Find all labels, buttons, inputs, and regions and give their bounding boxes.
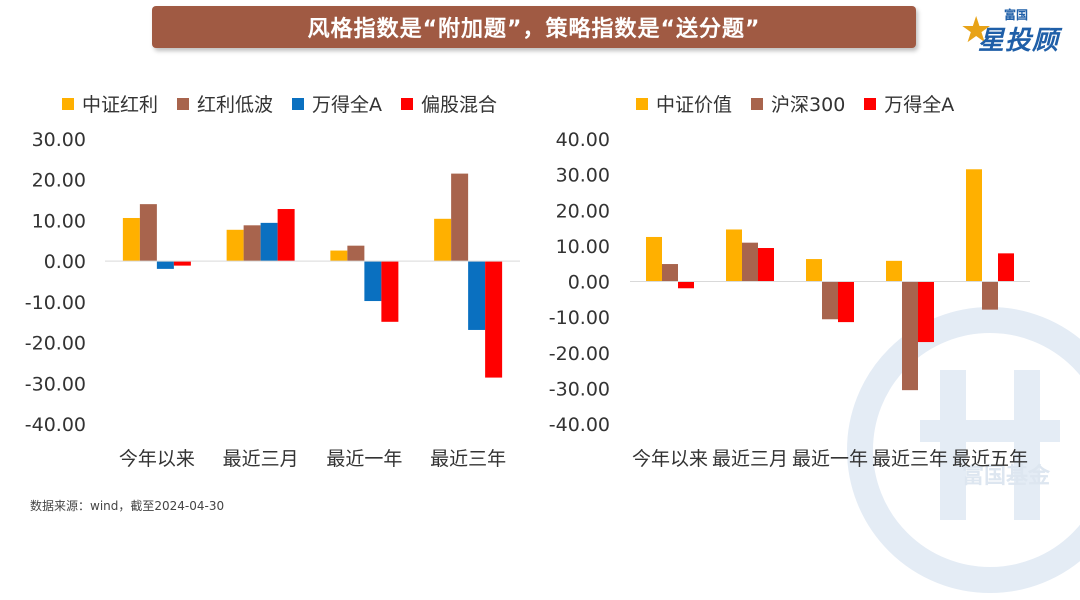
y-tick-label: -20.00	[549, 343, 610, 365]
bar	[122, 217, 140, 262]
bar	[838, 281, 854, 323]
bar	[806, 259, 822, 282]
logo-sub-text: 富国	[1004, 8, 1029, 22]
y-tick-label: 40.00	[556, 129, 610, 151]
y-tick-label: 20.00	[32, 170, 86, 192]
bar	[662, 264, 678, 282]
bar	[918, 281, 934, 343]
bar	[173, 261, 191, 266]
bar	[381, 261, 399, 322]
legend-label: 万得全A	[312, 94, 383, 116]
y-tick-label: -30.00	[549, 378, 610, 400]
legend-item: 偏股混合	[401, 90, 497, 117]
x-tick-label: 今年以来	[632, 448, 708, 470]
x-tick-label: 最近三月	[712, 448, 788, 470]
x-tick-label: 最近五年	[952, 448, 1028, 470]
legend-label: 红利低波	[197, 94, 274, 116]
page-title: 风格指数是“附加题”，策略指数是“送分题”	[307, 17, 761, 42]
bar	[156, 261, 174, 269]
y-tick-label: 10.00	[32, 210, 86, 232]
bar	[902, 281, 918, 391]
legend-item: 中证价值	[636, 90, 732, 117]
legend-swatch	[292, 97, 305, 110]
y-tick-label: 10.00	[556, 236, 610, 258]
legend-item: 万得全A	[864, 90, 954, 117]
y-tick-label: -40.00	[549, 414, 610, 436]
watermark-text: 富国基金	[962, 464, 1051, 489]
chart-1-legend: 中证红利 红利低波 万得全A 偏股混合	[62, 90, 516, 117]
bar	[364, 261, 382, 302]
x-tick-label: 最近一年	[792, 448, 868, 470]
legend-swatch	[401, 97, 414, 110]
y-tick-label: -10.00	[25, 292, 86, 314]
bar	[678, 281, 694, 289]
bar	[966, 169, 982, 282]
legend-item: 中证红利	[62, 90, 158, 117]
y-tick-label: 0.00	[568, 272, 610, 294]
legend-swatch	[62, 97, 74, 110]
bar	[347, 245, 365, 262]
y-tick-label: -40.00	[25, 414, 86, 436]
legend-label: 偏股混合	[421, 94, 498, 116]
legend-label: 中证红利	[82, 94, 159, 116]
bar	[468, 261, 486, 330]
legend-item: 沪深300	[751, 90, 845, 117]
y-tick-label: 30.00	[556, 165, 610, 187]
legend-label: 中证价值	[656, 94, 733, 116]
chart-1-returns: 30.00 20.00 10.00 0.00 -10.00 -20.00 -30.00 -40…	[25, 129, 520, 470]
legend-swatch	[636, 97, 648, 110]
y-tick-label: -20.00	[25, 333, 86, 355]
bar	[434, 218, 452, 262]
x-tick-label: 今年以来	[119, 448, 195, 470]
brand-logo: ★ 富国 星投顾	[960, 4, 1072, 56]
legend-item: 万得全A	[292, 90, 382, 117]
bar	[451, 173, 469, 262]
legend-label: 沪深300	[771, 94, 846, 116]
bar	[982, 281, 998, 310]
bar	[646, 236, 662, 282]
x-tick-label: 最近三年	[872, 448, 948, 470]
bar	[139, 204, 157, 262]
bar	[330, 250, 348, 262]
y-tick-label: -10.00	[549, 307, 610, 329]
x-tick-label: 最近三年	[430, 448, 506, 470]
legend-item: 红利低波	[177, 90, 273, 117]
x-tick-label: 最近三月	[223, 448, 299, 470]
bar	[726, 229, 742, 282]
bar	[742, 242, 758, 282]
chart-2-returns: 40.00 30.00 20.00 10.00 0.00 -10.00 -20.00 -30.…	[549, 129, 1030, 470]
y-tick-label: 0.00	[44, 251, 86, 273]
bar	[260, 222, 278, 262]
bar	[998, 253, 1014, 282]
legend-swatch	[864, 97, 877, 110]
bar	[758, 248, 774, 282]
logo-main-text: 星投顾	[978, 26, 1060, 56]
legend-swatch	[751, 97, 764, 110]
star-icon: ★	[960, 10, 993, 51]
bar	[277, 209, 295, 262]
bar	[485, 261, 503, 378]
bar	[243, 225, 261, 262]
y-tick-label: -30.00	[25, 373, 86, 395]
data-source-footnote: 数据来源：wind，截至2024-04-30	[30, 499, 225, 513]
bar	[822, 281, 838, 320]
legend-swatch	[177, 97, 190, 110]
legend-label: 万得全A	[884, 94, 955, 116]
x-tick-label: 最近一年	[326, 448, 402, 470]
title-banner: 风格指数是“附加题”，策略指数是“送分题”	[152, 6, 916, 48]
y-tick-label: 20.00	[556, 200, 610, 222]
y-tick-label: 30.00	[32, 129, 86, 151]
chart-2-legend: 中证价值 沪深300 万得全A	[636, 90, 973, 117]
bar	[226, 229, 244, 262]
bar	[886, 260, 902, 282]
